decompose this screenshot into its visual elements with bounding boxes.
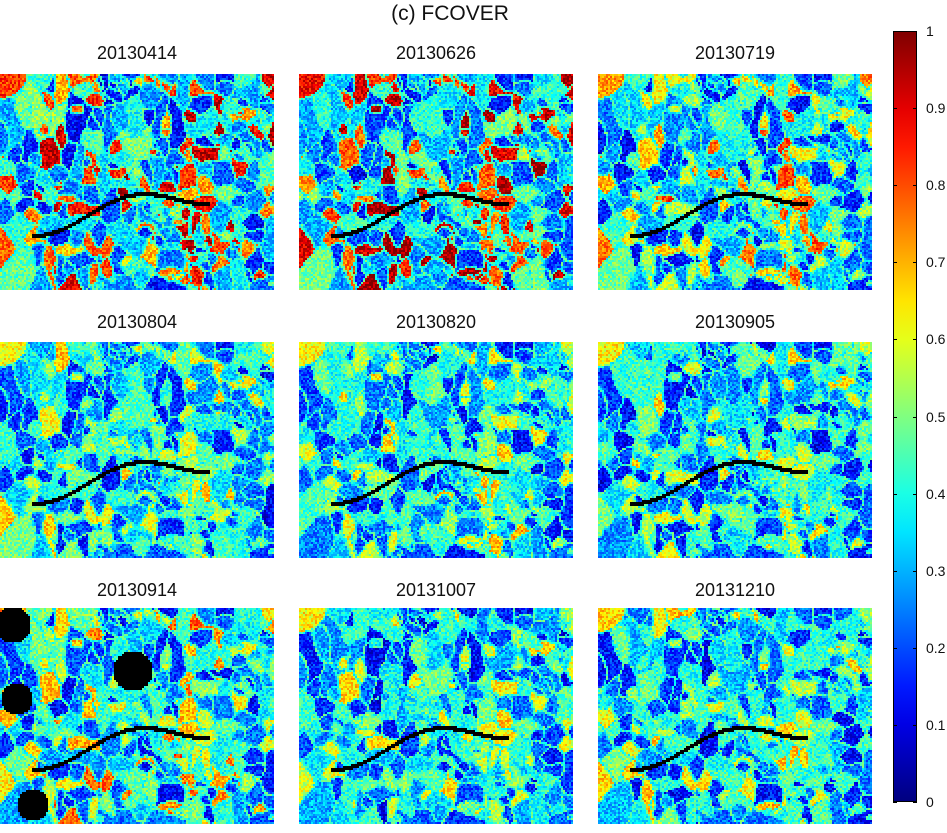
- panel-title: 20130719: [694, 43, 776, 63]
- colorbar-tick-label: 0.2: [926, 639, 946, 656]
- colorbar-tick-mark: [913, 339, 917, 340]
- panel-title: 20130414: [96, 43, 178, 63]
- colorbar-tick-mark: [913, 31, 917, 32]
- panel-title: 20131007: [395, 580, 477, 600]
- fcover-map-panel: [598, 608, 872, 824]
- fcover-map-panel: [0, 342, 274, 558]
- colorbar-tick-label: 0.5: [926, 408, 946, 425]
- colorbar-tick-mark: [913, 185, 917, 186]
- colorbar-tick-label: 0.9: [926, 100, 946, 117]
- colorbar-tick-label: 0.1: [926, 716, 946, 733]
- colorbar: [893, 31, 917, 802]
- fcover-map-panel: [0, 74, 274, 290]
- colorbar-tick-mark: [893, 571, 897, 572]
- colorbar-tick-mark: [913, 571, 917, 572]
- colorbar-tick-mark: [893, 417, 897, 418]
- colorbar-tick-mark: [913, 494, 917, 495]
- panel-title: 20131210: [694, 580, 776, 600]
- colorbar-tick-mark: [893, 725, 897, 726]
- colorbar-tick-label: 0.8: [926, 177, 946, 194]
- colorbar-tick-label: 0.3: [926, 562, 946, 579]
- fcover-map-panel: [598, 74, 872, 290]
- fcover-map-panel: [299, 608, 573, 824]
- colorbar-tick-mark: [913, 725, 917, 726]
- colorbar-tick-label: 1: [926, 23, 934, 39]
- figure-title: (c) FCOVER: [391, 2, 509, 25]
- colorbar-tick-label: 0: [926, 794, 934, 810]
- colorbar-tick-mark: [913, 108, 917, 109]
- colorbar-tick-mark: [893, 648, 897, 649]
- colorbar-tick-mark: [913, 262, 917, 263]
- panel-title: 20130905: [694, 312, 776, 332]
- fcover-map-panel: [299, 342, 573, 558]
- colorbar-tick-mark: [893, 802, 897, 803]
- colorbar-tick-mark: [893, 262, 897, 263]
- colorbar-tick-label: 0.6: [926, 331, 946, 348]
- colorbar-tick-label: 0.7: [926, 254, 946, 271]
- panel-title: 20130626: [395, 43, 477, 63]
- panel-title: 20130914: [96, 580, 178, 600]
- colorbar-tick-mark: [893, 339, 897, 340]
- colorbar-tick-mark: [913, 417, 917, 418]
- fcover-map-panel: [0, 608, 274, 824]
- colorbar-tick-mark: [893, 108, 897, 109]
- colorbar-tick-mark: [893, 494, 897, 495]
- panel-title: 20130820: [395, 312, 477, 332]
- colorbar-tick-label: 0.4: [926, 485, 946, 502]
- fcover-map-panel: [299, 74, 573, 290]
- colorbar-tick-mark: [913, 648, 917, 649]
- colorbar-tick-mark: [913, 802, 917, 803]
- colorbar-tick-mark: [893, 31, 897, 32]
- fcover-map-panel: [598, 342, 872, 558]
- colorbar-tick-mark: [893, 185, 897, 186]
- panel-title: 20130804: [96, 312, 178, 332]
